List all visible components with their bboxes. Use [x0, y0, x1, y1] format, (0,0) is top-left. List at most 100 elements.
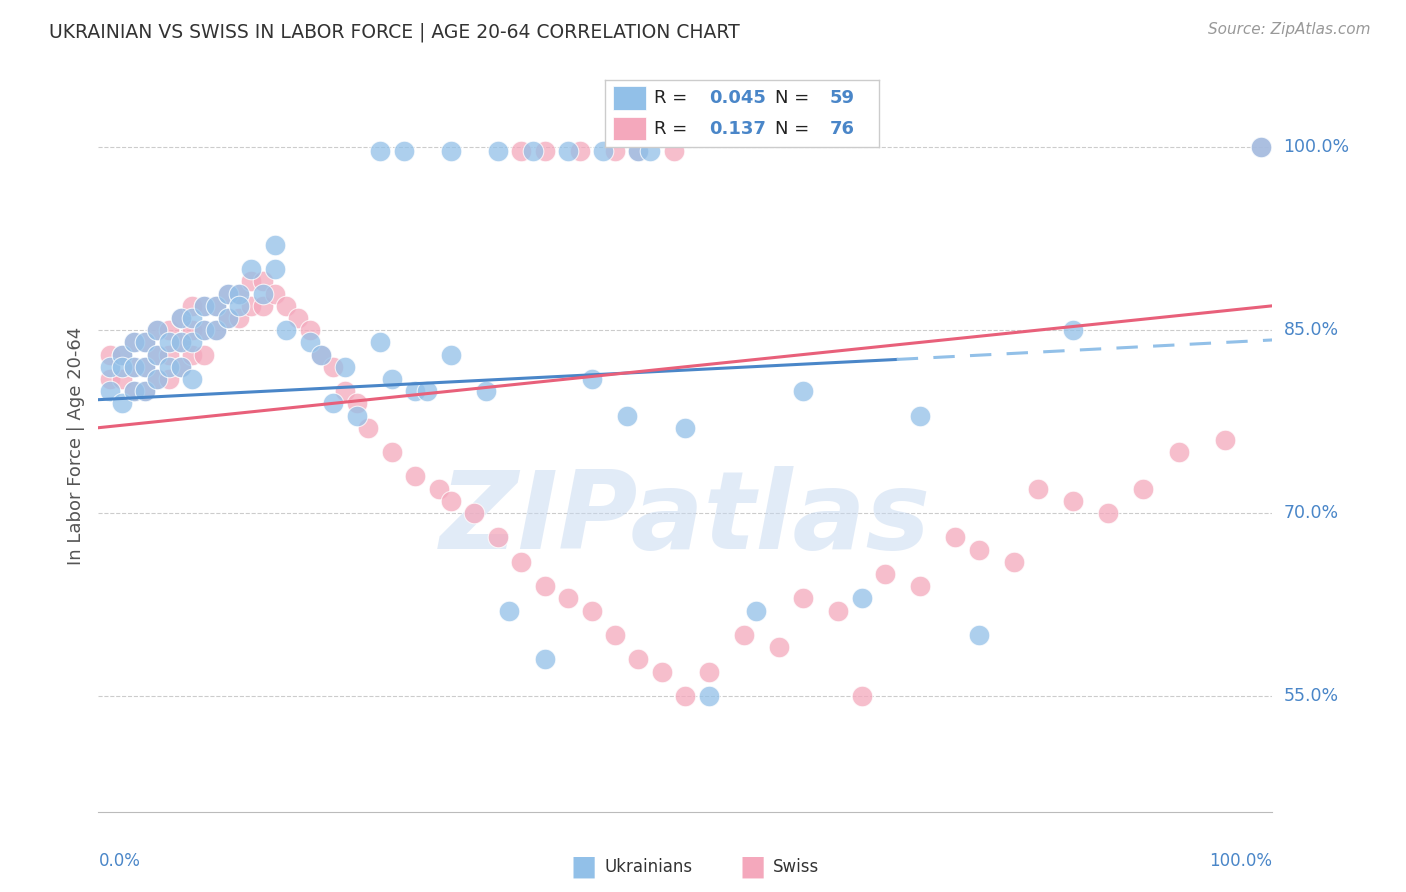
Point — [134, 359, 156, 374]
Point — [873, 566, 896, 581]
Point — [111, 347, 134, 362]
Point — [627, 144, 650, 158]
Point — [122, 384, 145, 398]
Point — [98, 347, 121, 362]
Point — [498, 603, 520, 617]
Point — [368, 335, 391, 350]
Point — [851, 689, 873, 703]
Text: 0.0%: 0.0% — [98, 852, 141, 870]
Point — [1002, 555, 1025, 569]
Point — [111, 372, 134, 386]
Point — [122, 359, 145, 374]
Point — [416, 384, 439, 398]
Point — [486, 530, 509, 544]
Point — [146, 347, 169, 362]
Point — [252, 299, 274, 313]
Point — [122, 384, 145, 398]
Text: 85.0%: 85.0% — [1284, 321, 1339, 339]
Text: ■: ■ — [740, 853, 765, 881]
Point — [217, 286, 239, 301]
Point — [1215, 433, 1237, 447]
Point — [311, 347, 333, 362]
Point — [193, 323, 215, 337]
Point — [263, 286, 285, 301]
Text: Source: ZipAtlas.com: Source: ZipAtlas.com — [1208, 22, 1371, 37]
Point — [205, 323, 228, 337]
Point — [98, 384, 121, 398]
Point — [745, 603, 768, 617]
Point — [146, 347, 169, 362]
Point — [568, 144, 591, 158]
FancyBboxPatch shape — [613, 87, 645, 110]
Text: ZIPatlas: ZIPatlas — [440, 467, 931, 572]
Point — [792, 591, 814, 606]
Point — [662, 144, 685, 158]
Point — [510, 144, 533, 158]
Point — [627, 652, 650, 666]
Point — [675, 689, 697, 703]
Point — [346, 409, 368, 423]
Point — [827, 603, 849, 617]
Point — [1167, 445, 1189, 459]
Point — [616, 409, 638, 423]
Point — [193, 299, 215, 313]
Point — [228, 310, 250, 325]
Point — [240, 299, 263, 313]
Point — [967, 628, 990, 642]
Text: 70.0%: 70.0% — [1284, 504, 1339, 522]
Point — [357, 420, 380, 434]
Point — [557, 591, 579, 606]
Point — [381, 372, 404, 386]
Point — [792, 384, 814, 398]
Point — [697, 665, 720, 679]
Point — [439, 347, 461, 362]
Point — [581, 603, 603, 617]
Point — [908, 579, 931, 593]
Point — [1250, 140, 1272, 154]
Point — [157, 372, 180, 386]
Point — [205, 299, 228, 313]
Point — [111, 347, 134, 362]
Point — [439, 144, 461, 158]
Point — [733, 628, 755, 642]
Point — [134, 359, 156, 374]
Point — [404, 469, 426, 483]
Point — [368, 144, 391, 158]
Point — [908, 409, 931, 423]
Point — [228, 299, 250, 313]
Point — [169, 310, 191, 325]
Point — [193, 299, 215, 313]
Text: 100.0%: 100.0% — [1209, 852, 1272, 870]
Point — [322, 359, 344, 374]
Point — [98, 359, 121, 374]
Point — [146, 323, 169, 337]
Point — [205, 323, 228, 337]
Point — [122, 359, 145, 374]
Point — [111, 396, 134, 410]
Point — [475, 384, 498, 398]
Point — [557, 144, 579, 158]
Point — [263, 262, 285, 277]
Point — [217, 310, 239, 325]
Point — [240, 274, 263, 288]
Point — [298, 323, 321, 337]
Point — [169, 335, 191, 350]
Point — [697, 689, 720, 703]
Text: 100.0%: 100.0% — [1284, 138, 1350, 156]
Point — [217, 286, 239, 301]
Point — [1062, 323, 1084, 337]
Text: 55.0%: 55.0% — [1284, 687, 1339, 705]
Point — [1250, 140, 1272, 154]
Point — [1062, 493, 1084, 508]
Y-axis label: In Labor Force | Age 20-64: In Labor Force | Age 20-64 — [66, 326, 84, 566]
Point — [404, 384, 426, 398]
Point — [427, 482, 450, 496]
Text: 0.045: 0.045 — [709, 89, 766, 107]
Point — [181, 299, 204, 313]
Point — [287, 310, 309, 325]
Point — [638, 144, 661, 158]
Point — [157, 359, 180, 374]
Text: 59: 59 — [830, 89, 855, 107]
Point — [98, 372, 121, 386]
Point — [346, 396, 368, 410]
